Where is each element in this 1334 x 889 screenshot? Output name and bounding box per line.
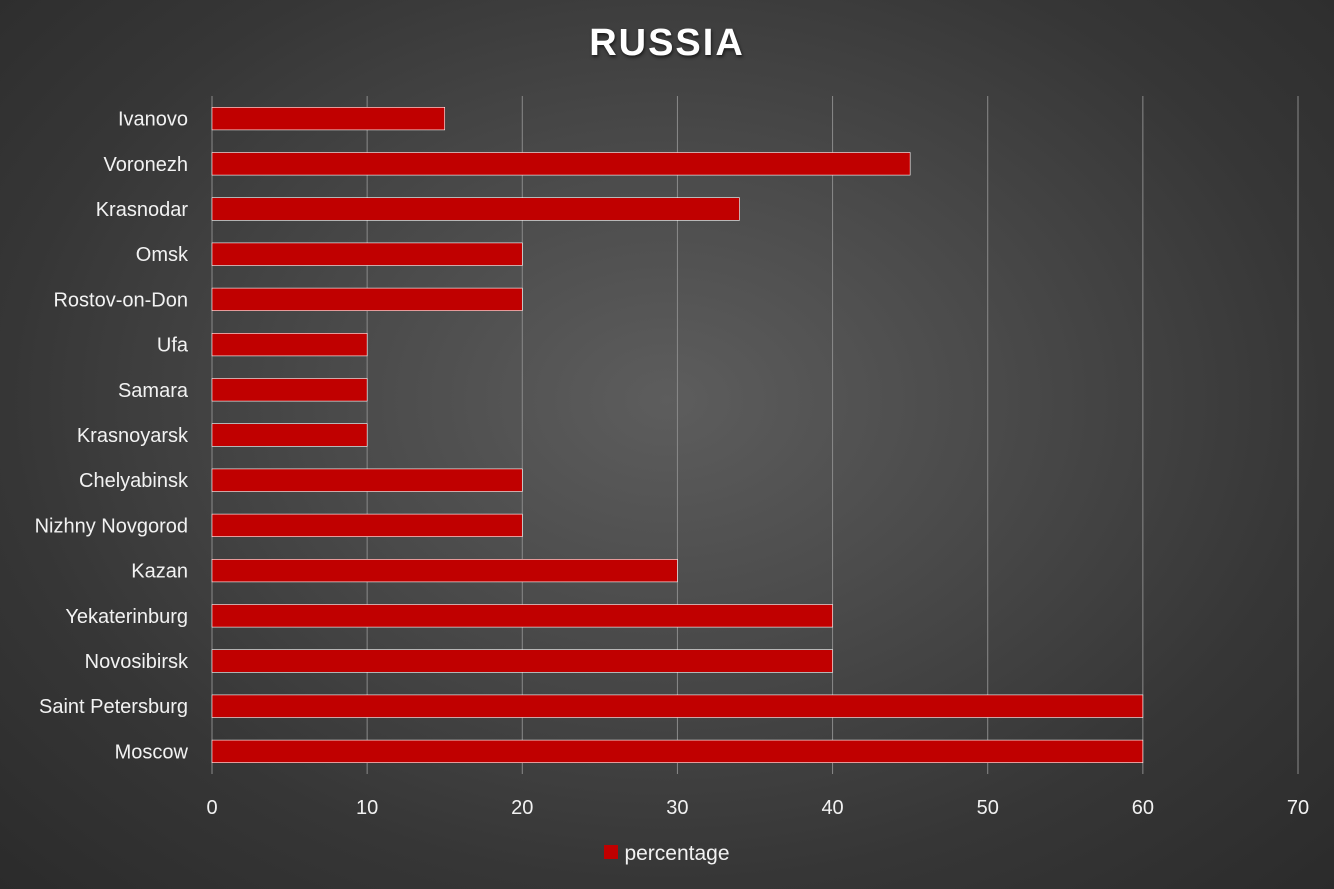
- legend-swatch: [604, 845, 619, 860]
- legend: percentage: [0, 842, 1334, 866]
- bar-novosibirsk: [211, 649, 833, 673]
- x-tick-label: 60: [1132, 797, 1154, 819]
- x-tick-label: 30: [666, 797, 688, 819]
- x-tick-label: 20: [511, 797, 533, 819]
- category-label: Saint Petersburg: [39, 696, 188, 718]
- legend-label: percentage: [624, 842, 730, 865]
- bar-krasnoyarsk: [211, 423, 368, 447]
- category-label: Chelyabinsk: [79, 470, 189, 492]
- x-tick-label: 40: [821, 797, 843, 819]
- bar-moscow: [211, 739, 1144, 763]
- category-label: Omsk: [136, 244, 189, 266]
- x-tick-label: 10: [356, 797, 378, 819]
- category-label: Yekaterinburg: [65, 606, 188, 628]
- bar-saint-petersburg: [211, 694, 1144, 718]
- category-label: Voronezh: [103, 154, 188, 176]
- bar-omsk: [211, 242, 523, 266]
- category-label: Moscow: [115, 741, 189, 763]
- category-label: Nizhny Novgorod: [35, 515, 188, 537]
- bar-ivanovo: [211, 107, 446, 131]
- category-label: Samara: [118, 380, 189, 402]
- bar-ufa: [211, 332, 368, 357]
- bar-krasnodar: [211, 197, 740, 221]
- x-tick-label: 0: [206, 797, 217, 819]
- category-label: Novosibirsk: [85, 651, 189, 673]
- category-label: Krasnodar: [96, 199, 189, 221]
- bar-rostov-on-don: [211, 287, 523, 312]
- category-label: Rostov-on-Don: [53, 289, 188, 311]
- category-label: Krasnoyarsk: [77, 425, 189, 447]
- x-tick-label: 70: [1287, 797, 1309, 819]
- bar-samara: [211, 378, 368, 402]
- category-label: Kazan: [131, 561, 188, 583]
- bar-nizhny-novgorod: [211, 513, 523, 537]
- category-label: Ivanovo: [118, 109, 188, 131]
- chart-title: RUSSIA: [589, 22, 745, 64]
- bar-yekaterinburg: [211, 604, 833, 628]
- category-label: Ufa: [157, 335, 189, 357]
- bar-chelyabinsk: [211, 468, 523, 492]
- bar-kazan: [211, 558, 678, 583]
- bar-voronezh: [211, 152, 911, 176]
- x-tick-label: 50: [977, 797, 999, 819]
